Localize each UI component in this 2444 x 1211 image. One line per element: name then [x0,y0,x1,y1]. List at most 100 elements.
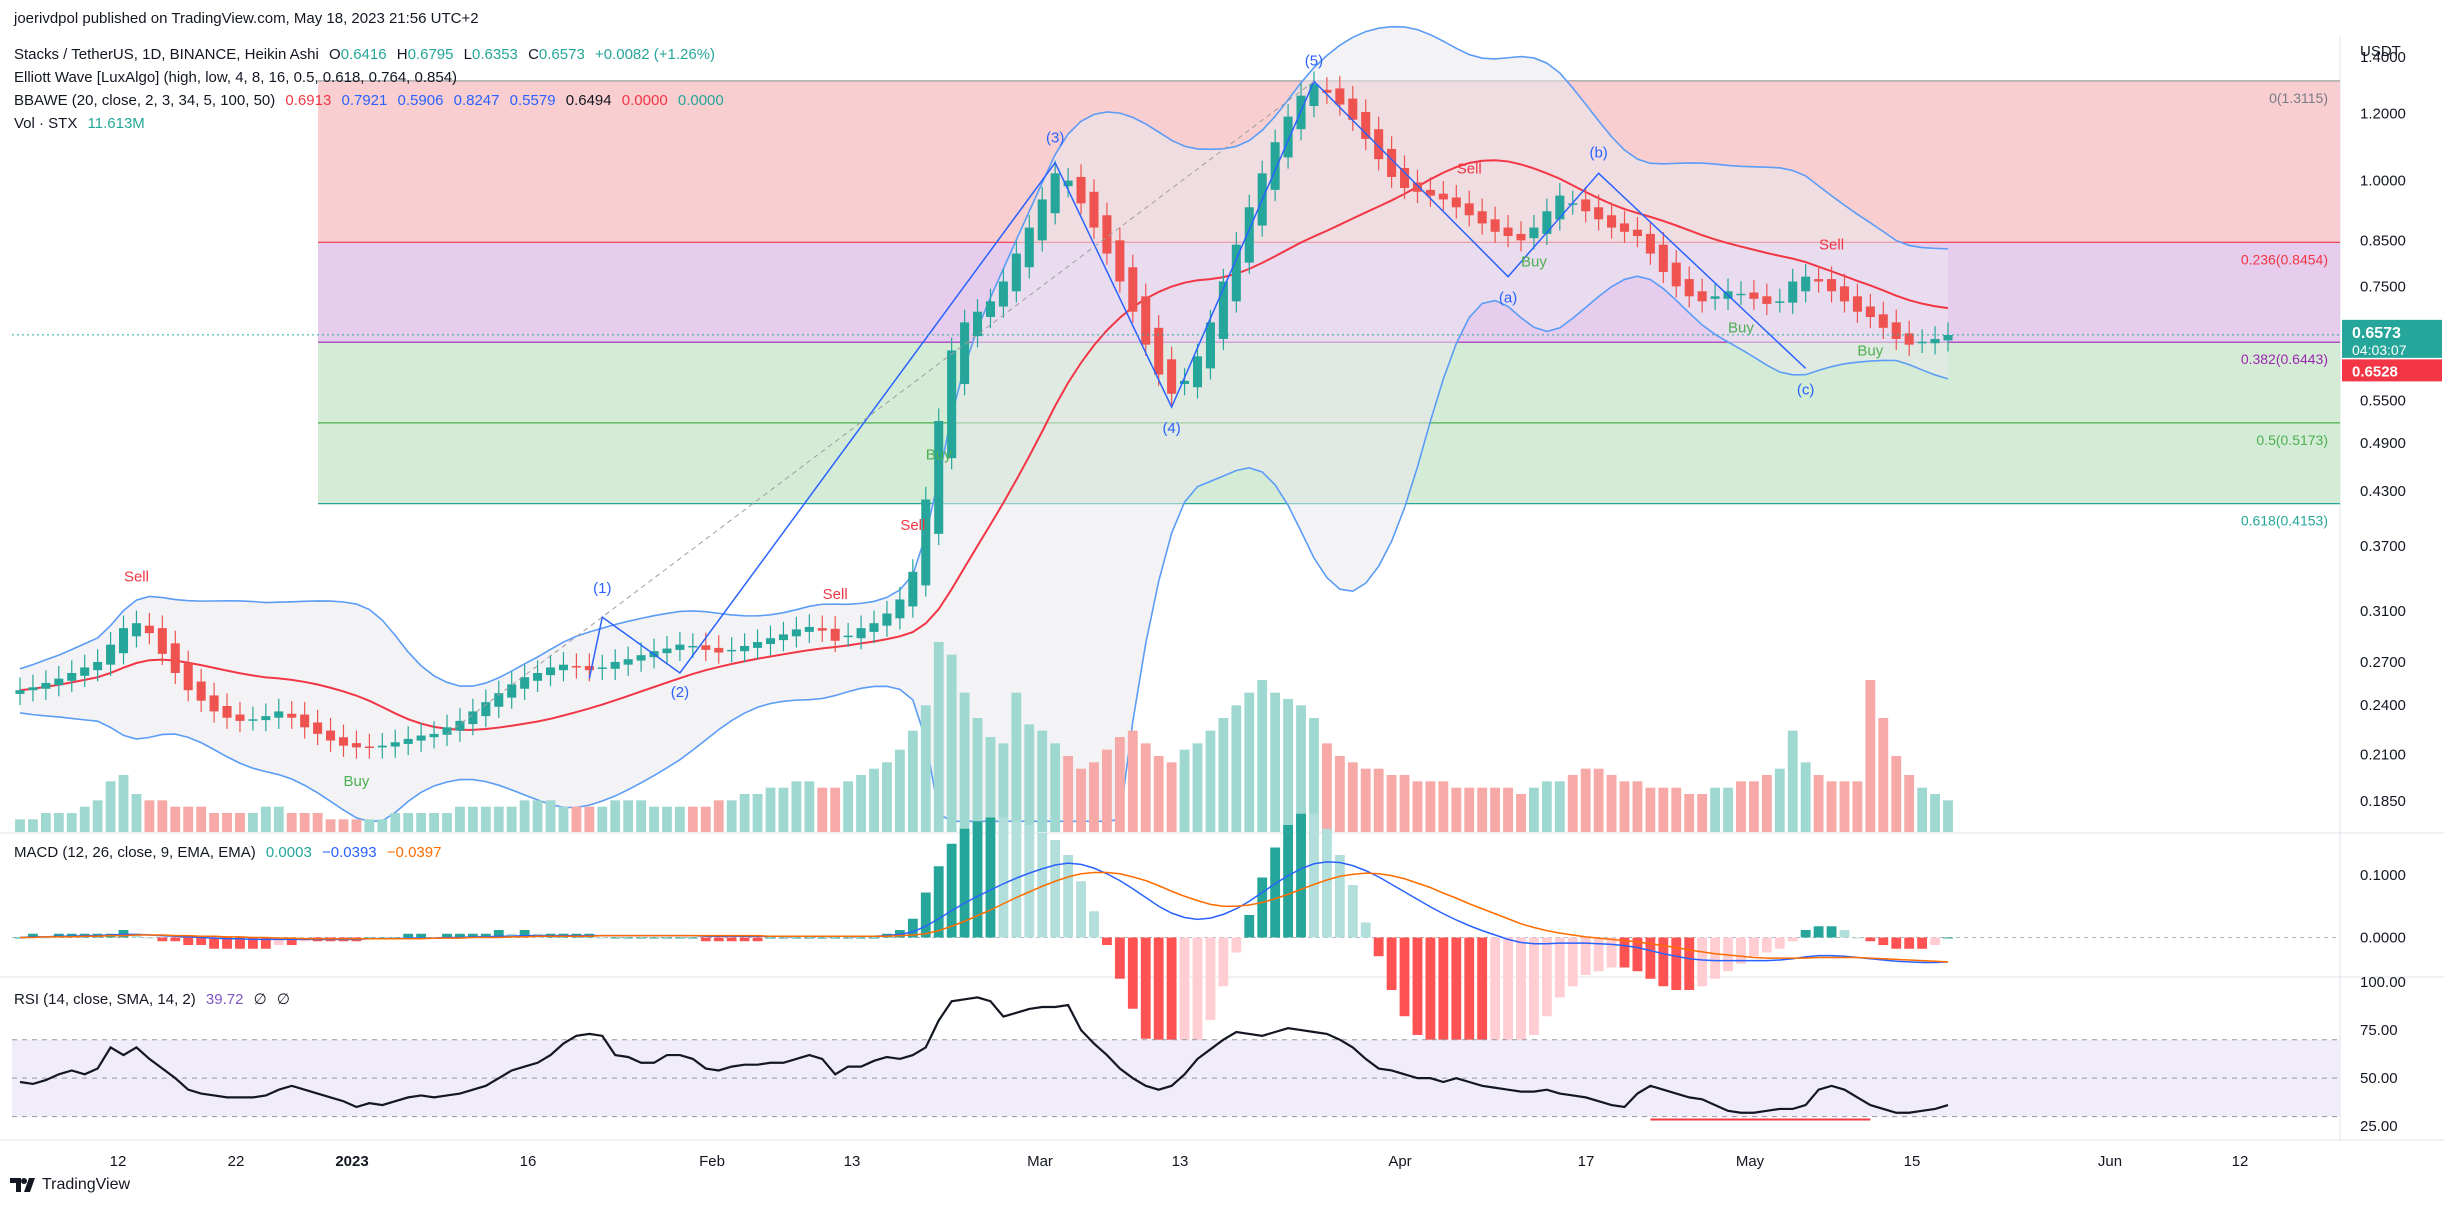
last-price-label: 0.6573 [2352,325,2401,342]
macd-histogram-bar [183,937,194,945]
volume-bar [817,787,828,832]
candle-body [1011,253,1021,292]
volume-bar [1787,730,1798,832]
macd-histogram-bar [972,821,983,938]
volume-bar [1231,705,1242,832]
candle-body [843,635,853,638]
candle-body [235,714,245,721]
macd-histogram-bar [1580,937,1591,975]
candle-body [1180,380,1190,385]
macd-histogram-bar [222,937,232,949]
bbawe-legend: BBAWE (20, close, 2, 3, 34, 5, 100, 50) … [14,92,730,109]
high-value: 0.6795 [407,46,454,63]
volume-bar [390,813,401,832]
candle-body [1335,88,1345,105]
macd-histogram-bar [856,937,866,939]
volume-bar [687,806,698,832]
price-tick-label: 0.3700 [2360,538,2406,555]
candle-body [455,720,465,731]
volume-bar [1089,762,1099,832]
volume-bar [1684,794,1695,832]
candle-body [1270,142,1280,190]
time-tick-label: Mar [1027,1153,1053,1170]
macd-histogram-bar [1671,937,1682,990]
volume-bar [1748,781,1759,832]
volume-bar [1503,787,1513,832]
candle-body [494,693,504,707]
macd-histogram-bar [209,937,220,949]
volume-bar [1645,787,1656,832]
rsi-tick-label: 25.00 [2360,1118,2398,1135]
volume-bar [713,800,724,832]
macd-histogram-bar [442,933,452,938]
time-tick-label: Apr [1388,1153,1411,1170]
candle-body [584,666,594,671]
wave-label: (c) [1797,381,1815,398]
volume-bar [247,813,258,832]
tradingview-logo[interactable]: TradingView [10,1176,130,1194]
low-label: L [463,46,472,63]
bollinger-lower [19,275,1949,823]
macd-histogram-bar [817,937,828,939]
volume-bar [157,800,168,832]
macd-histogram-bar [1231,937,1242,953]
macd-histogram-bar [235,937,245,949]
volume-bar [455,806,465,832]
candle-body [1205,322,1215,369]
volume-bar [299,813,310,832]
volume-bar [260,806,271,832]
candle-body [1749,292,1759,299]
candle-body [1568,203,1578,205]
volume-bar [1852,781,1863,832]
macd-histogram-bar [1516,937,1526,1050]
candle-body [1736,293,1746,296]
volume-bar [1904,775,1915,832]
volume-bar [1140,743,1151,832]
candle-body [157,628,167,654]
macd-histogram-bar [1089,911,1099,938]
macd-histogram-bar [752,937,763,942]
volume-bar [571,806,582,832]
candle-body [895,599,905,619]
volume-bar [1412,781,1423,832]
candle-body [1529,227,1539,239]
volume-bar [506,806,517,832]
volume-bar [144,800,155,832]
macd-histogram-bar [1412,937,1423,1035]
candle-body [1167,359,1177,394]
volume-bar [882,762,892,832]
macd-histogram-bar [830,937,841,939]
macd-histogram-bar [843,937,854,939]
macd-histogram-bar [959,828,970,938]
macd-histogram-bar [933,866,944,938]
volume-bar [1671,787,1682,832]
candle-body [1542,211,1552,234]
macd-histogram-bar [1619,937,1630,968]
macd-histogram-bar [1826,926,1837,938]
wave-label: (1) [593,580,611,597]
volume-bar [907,730,918,832]
wave-label: (5) [1305,52,1323,69]
macd-hist-value: 0.0003 [265,844,312,861]
signal-label: Sell [1457,161,1482,178]
macd-histogram-bar [455,933,465,938]
candle-body [1063,180,1073,187]
macd-histogram-bar [1800,930,1811,938]
volume-bar [1102,749,1112,832]
tradingview-wordmark: TradingView [42,1176,131,1193]
symbol-legend: Stacks / TetherUS, 1D, BINANCE, Heikin A… [14,46,721,63]
candle-body [1024,227,1034,268]
volume-bar [662,806,672,832]
candle-body [364,746,374,749]
candle-body [1697,291,1707,302]
macd-histogram-bar [1852,937,1863,939]
macd-histogram-bar [40,937,51,939]
volume-bar [843,781,854,832]
candle-body [1361,112,1371,139]
volume-bar [1309,718,1319,832]
candle-body [1348,98,1358,120]
volume-bar [1813,775,1824,832]
volume-bar [1865,680,1876,832]
candle-body [740,645,750,652]
